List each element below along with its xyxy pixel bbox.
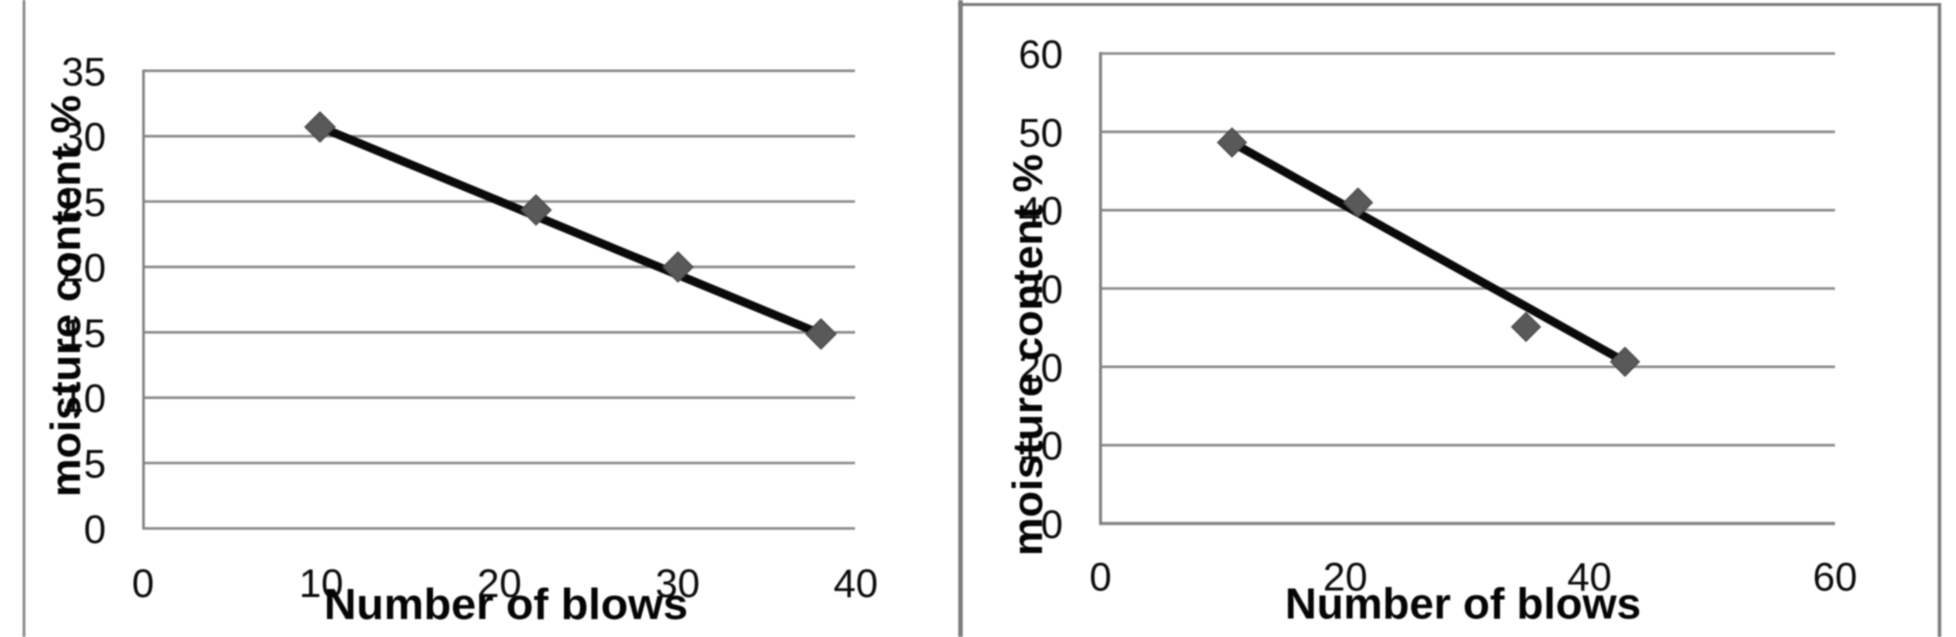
svg-text:0: 0	[1041, 503, 1063, 547]
svg-text:10: 10	[62, 377, 107, 421]
svg-text:5: 5	[84, 443, 106, 487]
svg-text:40: 40	[1567, 556, 1612, 600]
svg-text:0: 0	[1089, 556, 1111, 600]
svg-text:0: 0	[84, 508, 106, 552]
svg-text:moisture content %: moisture content %	[42, 95, 89, 497]
svg-text:40: 40	[1019, 190, 1064, 234]
svg-text:moisture content %: moisture content %	[1004, 154, 1051, 556]
svg-text:20: 20	[477, 562, 522, 606]
svg-text:30: 30	[1019, 268, 1064, 312]
svg-text:20: 20	[62, 246, 107, 290]
svg-text:10: 10	[299, 562, 344, 606]
svg-text:30: 30	[655, 562, 700, 606]
svg-text:25: 25	[62, 181, 107, 225]
svg-text:Number of blows: Number of blows	[1285, 580, 1641, 629]
svg-text:60: 60	[1019, 33, 1064, 77]
svg-text:15: 15	[62, 312, 107, 356]
svg-text:Number of blows: Number of blows	[324, 580, 688, 629]
svg-text:30: 30	[62, 116, 107, 160]
svg-text:20: 20	[1019, 346, 1064, 390]
svg-text:0: 0	[132, 562, 154, 606]
svg-text:10: 10	[1019, 425, 1064, 469]
svg-text:50: 50	[1019, 111, 1064, 155]
svg-text:60: 60	[1813, 556, 1858, 600]
svg-text:40: 40	[834, 562, 879, 606]
svg-text:35: 35	[62, 50, 107, 94]
svg-text:20: 20	[1323, 556, 1368, 600]
